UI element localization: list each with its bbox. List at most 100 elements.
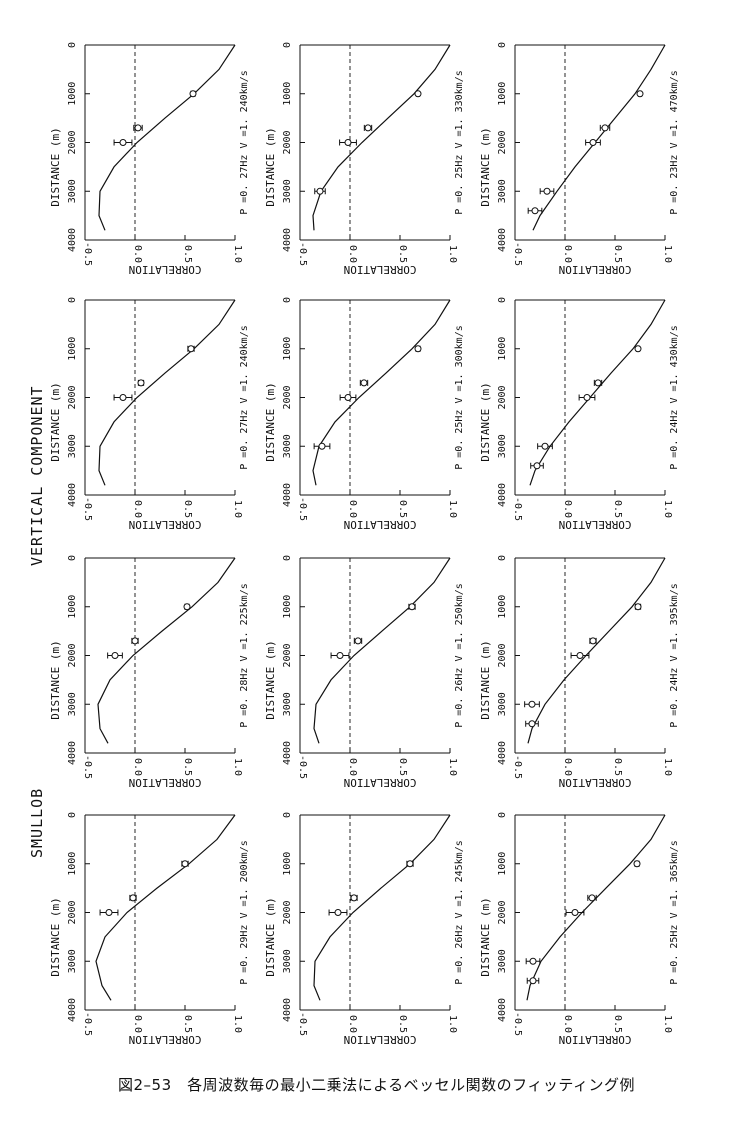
bessel-fit-curve [526,814,666,1001]
distance-axis-label: DISTANCE (m) [264,640,277,719]
bessel-fit-curve [98,44,236,231]
chart-parameter-label: P =0. 24Hz V =1. 395km/s [669,583,680,728]
distance-tick-label: 3000 [497,692,508,716]
distance-tick-label: 0 [497,812,508,818]
chart-parameter-label: P =0. 29Hz V =1. 200km/s [239,840,250,985]
correlation-tick-label: 0.0 [562,500,573,518]
chart-panel: 0 1000 2000 3000 4000 DISTANCE (m) 1.0 0.5 0.0 -0… [49,555,250,789]
distance-tick-label: 3000 [67,692,78,716]
distance-tick-label: 4000 [282,741,293,765]
correlation-tick-label: 0.0 [132,758,143,776]
chart-parameter-label: P =0. 25Hz V =1. 365km/s [669,840,680,985]
correlation-tick-label: 1.0 [662,245,673,263]
data-point [588,894,596,902]
correlation-tick-label: 0.0 [347,1015,358,1033]
distance-tick-label: 1000 [282,82,293,106]
correlation-tick-label: 1.0 [662,500,673,518]
chart-panel: 0 1000 2000 3000 4000 DISTANCE (m) 1.0 0.5 0.0 -0… [49,812,250,1046]
distance-tick-label: 3000 [67,949,78,973]
distance-tick-label: 0 [67,812,78,818]
data-point [634,603,642,611]
chart-panel: 0 1000 2000 3000 4000 DISTANCE (m) 1.0 0.5 0.0 -0… [479,812,680,1046]
correlation-tick-label: 1.0 [232,245,243,263]
distance-tick-label: 4000 [282,483,293,507]
data-point [528,720,536,728]
data-point [134,124,142,132]
bessel-fit-curve [312,44,451,231]
correlation-tick-label: 1.0 [232,500,243,518]
data-point [318,442,326,450]
correlation-axis-label: CORRELATION [344,776,417,789]
correlation-axis-label: CORRELATION [559,776,632,789]
distance-tick-label: 4000 [67,228,78,252]
distance-tick-label: 4000 [282,998,293,1022]
correlation-tick-label: 0.5 [612,500,623,518]
distance-tick-label: 1000 [282,852,293,876]
correlation-tick-label: 1.0 [447,245,458,263]
data-point [571,909,579,916]
data-point [576,652,584,659]
distance-tick-label: 0 [67,297,78,303]
distance-tick-label: 0 [497,42,508,48]
distance-tick-label: 1000 [67,337,78,361]
distance-tick-label: 1000 [497,337,508,361]
distance-tick-label: 3000 [282,434,293,458]
data-point [119,139,127,146]
distance-tick-label: 4000 [282,228,293,252]
distance-tick-label: 0 [282,297,293,303]
correlation-tick-label: 0.0 [562,758,573,776]
distance-tick-label: 0 [282,42,293,48]
data-point [529,957,537,965]
distance-tick-label: 3000 [67,179,78,203]
data-point [183,603,191,611]
correlation-axis-label: CORRELATION [559,1033,632,1046]
correlation-tick-label: 0.0 [562,245,573,263]
distance-tick-label: 1000 [67,595,78,619]
chart-panel: 0 1000 2000 3000 4000 DISTANCE (m) 1.0 0.5 0.0 -0… [264,555,465,789]
distance-tick-label: 3000 [67,434,78,458]
chart-panel: 0 1000 2000 3000 4000 DISTANCE (m) 1.0 0.5 0.0 -0… [264,42,465,276]
correlation-tick-label: 0.5 [182,758,193,776]
data-point [543,187,551,195]
distance-axis-label: DISTANCE (m) [264,897,277,976]
chart-parameter-label: P =0. 24Hz V =1. 430km/s [669,325,680,470]
distance-tick-label: 4000 [497,998,508,1022]
chart-parameter-label: P =0. 28Hz V =1. 225km/s [239,583,250,728]
correlation-tick-label: 0.5 [397,245,408,263]
chart-panel: 0 1000 2000 3000 4000 DISTANCE (m) 1.0 0.5 0.0 -0… [479,555,680,789]
data-point [529,977,537,985]
distance-axis-label: DISTANCE (m) [49,897,62,976]
correlation-tick-label: -0.5 [297,242,308,266]
correlation-tick-label: -0.5 [512,497,523,521]
distance-tick-label: 4000 [67,998,78,1022]
correlation-tick-label: -0.5 [297,755,308,779]
data-point [344,394,352,401]
data-point [181,860,189,868]
distance-tick-label: 3000 [282,949,293,973]
distance-tick-label: 3000 [497,179,508,203]
distance-tick-label: 2000 [67,130,78,154]
distance-tick-label: 2000 [282,643,293,667]
distance-tick-label: 0 [497,297,508,303]
data-point [354,637,362,645]
distance-tick-label: 4000 [497,483,508,507]
chart-parameter-label: P =0. 23Hz V =1. 470km/s [669,70,680,215]
correlation-tick-label: 1.0 [662,758,673,776]
chart-panel: 0 1000 2000 3000 4000 DISTANCE (m) 1.0 0.5 0.0 -0… [479,42,680,276]
correlation-axis-label: CORRELATION [344,518,417,531]
distance-tick-label: 2000 [67,385,78,409]
distance-tick-label: 4000 [67,741,78,765]
data-point [187,345,195,353]
correlation-tick-label: 0.5 [612,245,623,263]
correlation-tick-label: 0.0 [132,1015,143,1033]
distance-tick-label: 3000 [497,949,508,973]
data-point [406,860,414,868]
distance-tick-label: 3000 [497,434,508,458]
data-point [583,394,591,401]
distance-axis-label: DISTANCE (m) [49,127,62,206]
correlation-tick-label: 1.0 [447,500,458,518]
data-point [129,894,137,902]
correlation-tick-label: 0.5 [397,758,408,776]
distance-tick-label: 1000 [282,337,293,361]
bessel-fit-curve [527,557,666,744]
